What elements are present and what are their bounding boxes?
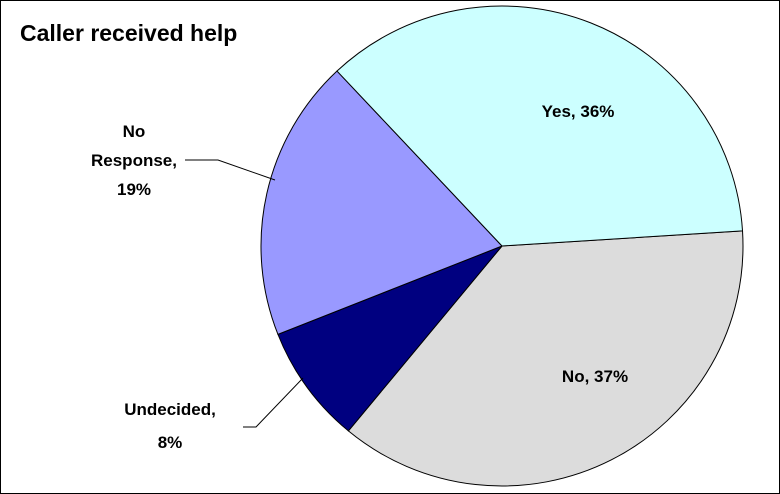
pie-slices [260, 5, 744, 487]
leader-line-undecided [243, 377, 304, 428]
chart-title: Caller received help [20, 20, 237, 46]
pie-slice-no [347, 230, 744, 487]
pie-slice-no-response [260, 70, 503, 335]
slice-label-no-response-line2: Response, [91, 151, 177, 170]
slice-label-no-response-line1: No [123, 122, 146, 141]
slice-label-undecided-line1: Undecided, [124, 400, 216, 419]
slice-label-no: No, 37% [562, 367, 628, 386]
slice-label-undecided-line2: 8% [158, 433, 183, 452]
pie-slice-yes [336, 5, 744, 247]
leader-lines [185, 159, 304, 428]
leader-line-no-response [185, 159, 276, 181]
slice-label-yes: Yes, 36% [542, 102, 615, 121]
slice-label-no-response-line3: 19% [117, 180, 151, 199]
pie-slice-undecided [277, 245, 503, 432]
